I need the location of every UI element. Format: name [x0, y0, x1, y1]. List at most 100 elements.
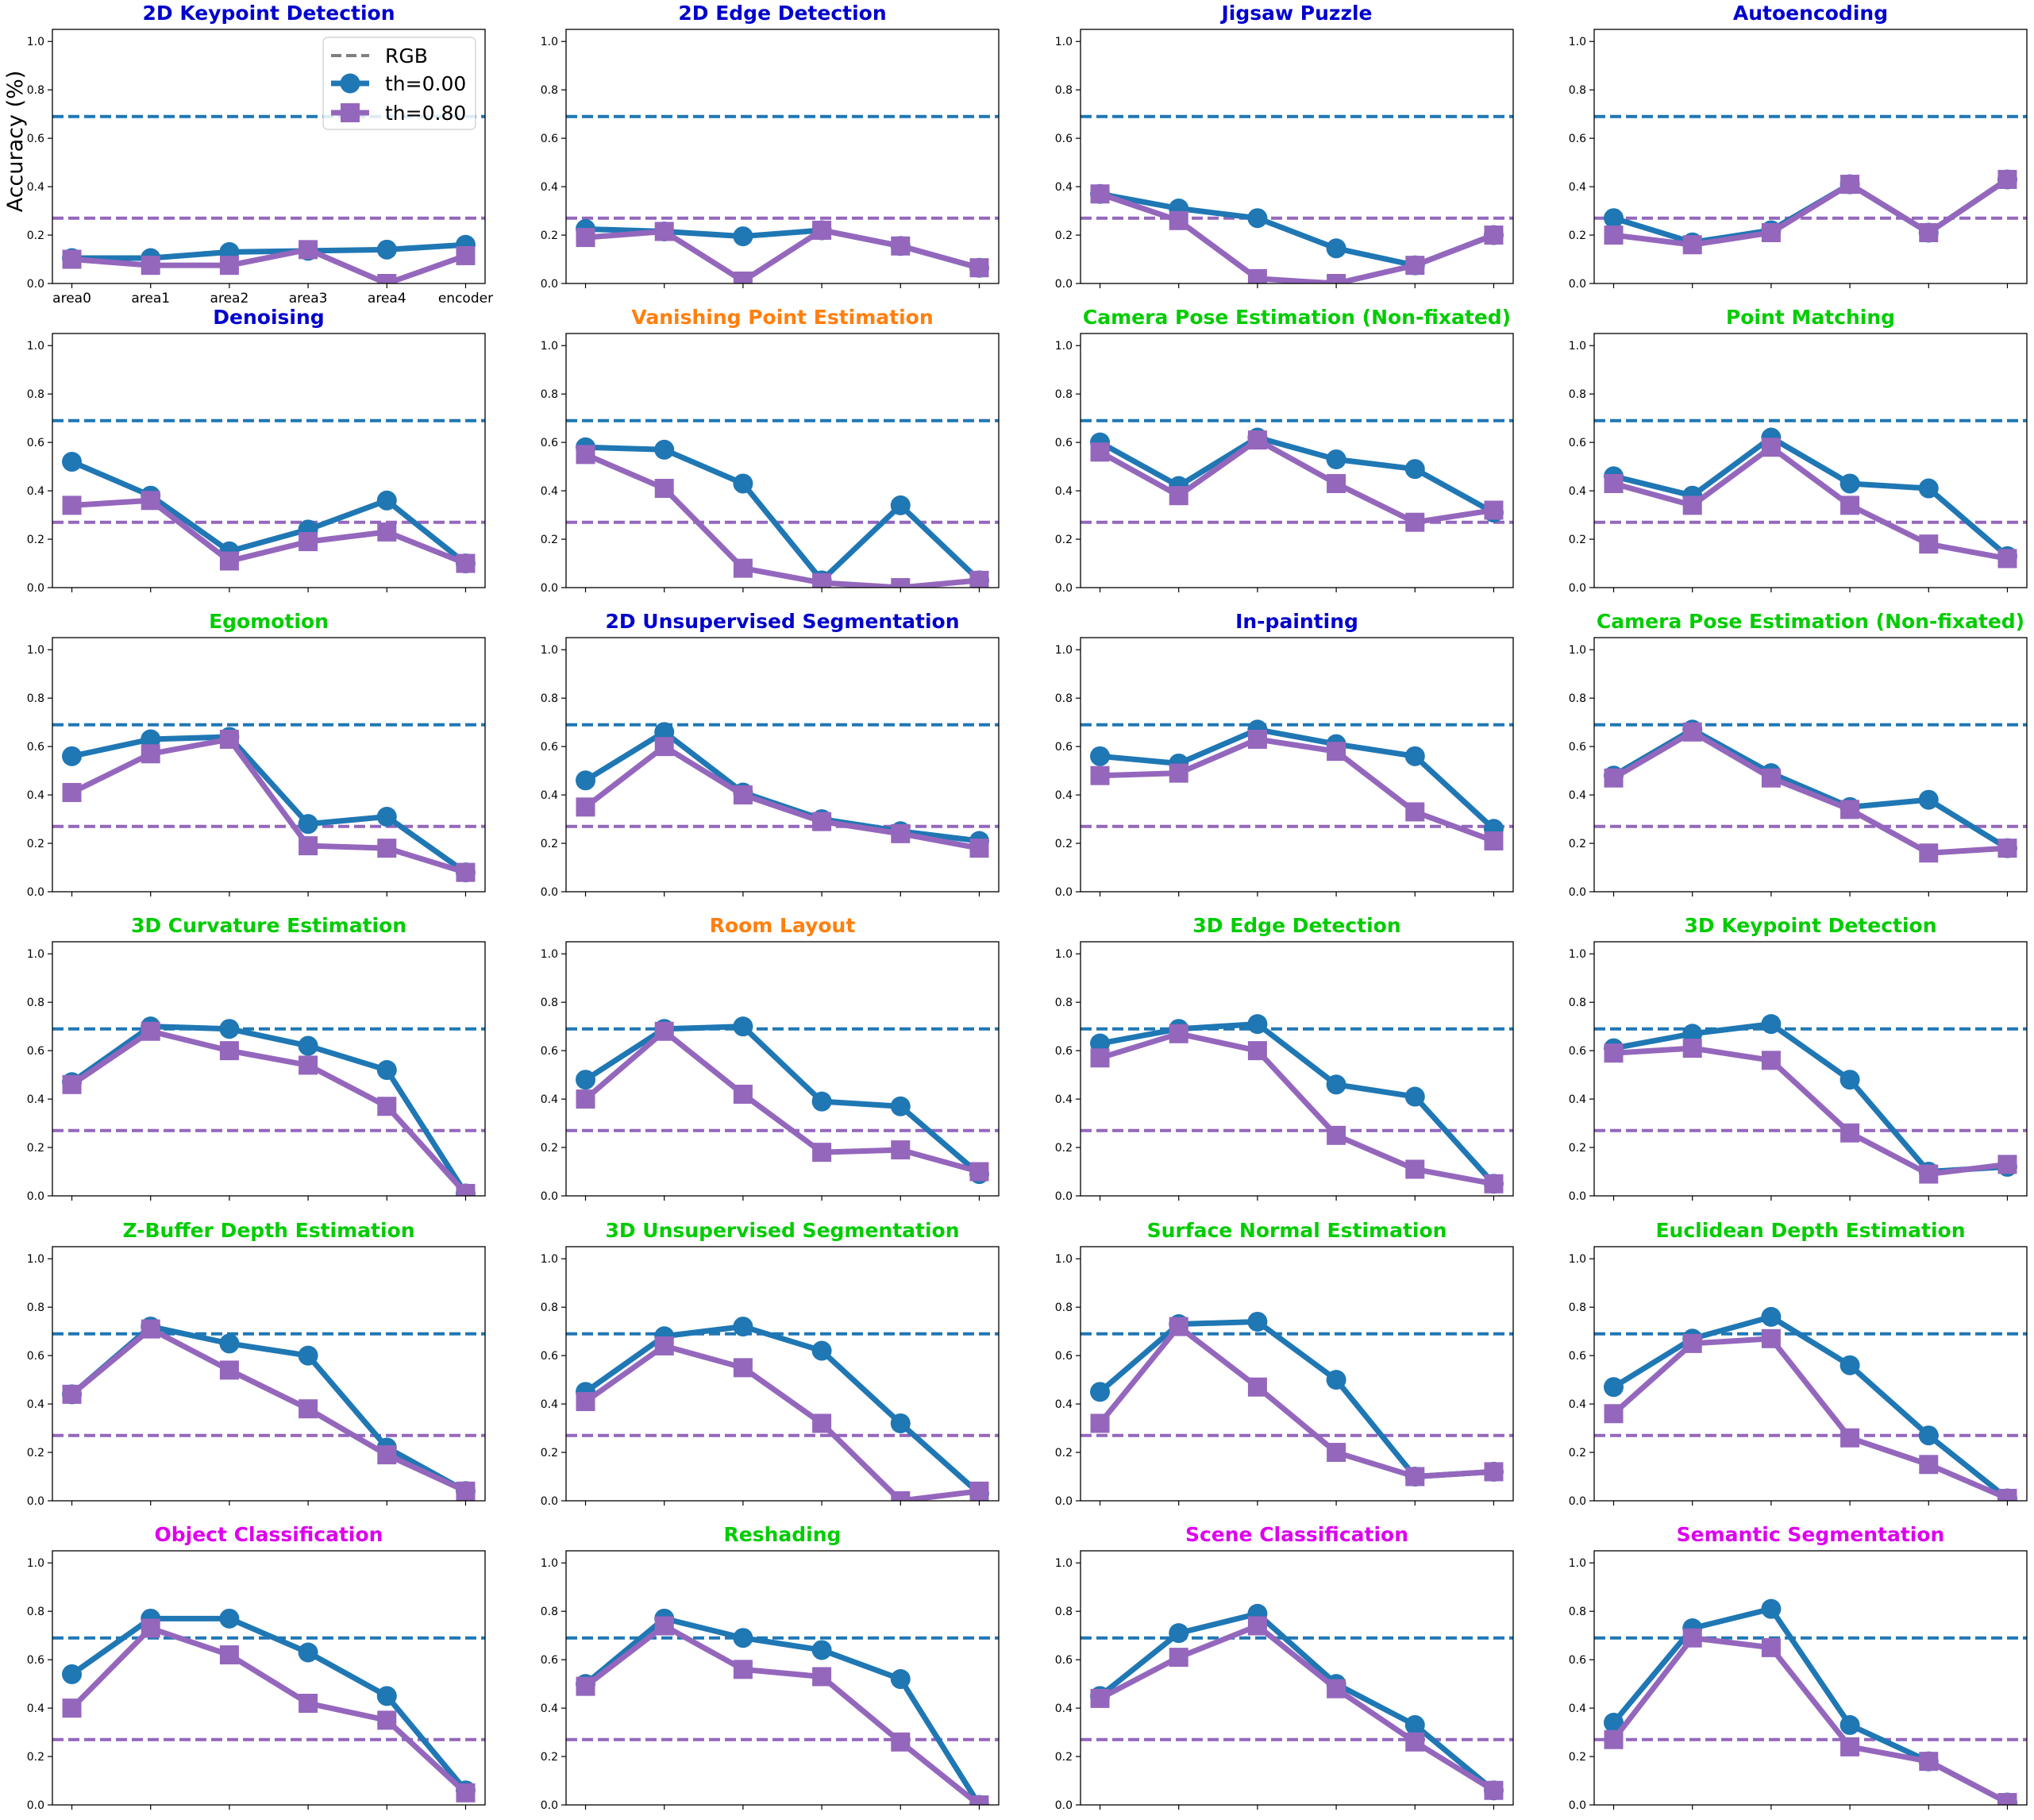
y-tick-label: 1.0	[1055, 948, 1073, 961]
data-point-th000	[219, 1333, 240, 1354]
y-tick-label: 0.2	[1569, 1447, 1586, 1459]
data-point-th000	[376, 1686, 397, 1706]
data-point-th000	[1404, 459, 1425, 480]
y-tick-label: 1.0	[1569, 948, 1586, 961]
data-point-th080	[1090, 184, 1110, 204]
data-point-th000	[1604, 208, 1624, 229]
axes-frame	[565, 29, 1000, 284]
subplot-title: Room Layout	[710, 914, 856, 937]
data-point-th080	[1840, 495, 1860, 515]
subplot-title: 3D Keypoint Detection	[1684, 914, 1936, 937]
data-point-th080	[576, 445, 595, 465]
data-point-th080	[733, 1660, 753, 1679]
subplot-title: Semantic Segmentation	[1677, 1523, 1945, 1546]
data-point-th080	[62, 495, 82, 515]
data-point-th080	[654, 737, 674, 757]
data-point-th000	[1247, 1014, 1268, 1035]
y-tick-label: 0.4	[541, 1093, 558, 1106]
axes-frame	[565, 1246, 1000, 1502]
subplot-21: Object Classification 0.0 0.2 0.4 0.6 0.8 1.0	[27, 1523, 486, 1812]
y-tick-label: 1.0	[1055, 36, 1073, 48]
data-point-th080	[812, 1413, 832, 1433]
data-point-th080	[1761, 438, 1781, 457]
data-point-th000	[62, 1664, 83, 1684]
y-tick-label: 0.6	[1569, 1654, 1586, 1667]
y-tick-label: 0.4	[1569, 789, 1586, 802]
y-axis-label: Accuracy (%)	[3, 71, 28, 213]
data-point-th080	[576, 228, 595, 248]
axes-frame	[52, 333, 486, 588]
data-point-th080	[1761, 223, 1781, 242]
data-point-th080	[733, 1085, 753, 1104]
subplot-20: Euclidean Depth Estimation 0.0 0.2 0.4 0.6 0.…	[1569, 1219, 2028, 1508]
data-point-th080	[299, 1694, 318, 1713]
series-line-th080	[71, 246, 467, 283]
y-tick-label: 0.6	[541, 133, 558, 145]
y-tick-label: 0.4	[1055, 485, 1073, 498]
axes-frame	[52, 941, 486, 1197]
plot-area	[566, 722, 999, 858]
y-tick-label: 0.8	[1569, 1606, 1586, 1618]
series-line-th080	[1613, 177, 2009, 248]
axes-frame	[1080, 1550, 1514, 1806]
y-tick-label: 0.0	[1569, 1799, 1586, 1812]
series-line-th080	[1612, 444, 2009, 561]
y-tick-label: 0.6	[541, 437, 558, 449]
y-tick-label: 0.8	[541, 997, 558, 1009]
data-point-th080	[1090, 765, 1110, 785]
data-point-th080	[891, 578, 911, 588]
y-tick-label: 0.0	[1055, 278, 1073, 291]
data-point-th000	[1404, 746, 1425, 766]
y-tick-label: 1.0	[1055, 1557, 1073, 1570]
subplot-title: 3D Curvature Estimation	[131, 914, 406, 937]
y-tick-label: 0.8	[1055, 997, 1073, 1009]
data-point-th080	[891, 823, 911, 843]
subplot-19: Surface Normal Estimation 0.0 0.2 0.4 0.6 0.8…	[1055, 1219, 1514, 1508]
y-tick-label: 0.2	[1055, 534, 1073, 546]
y-tick-label: 0.6	[541, 741, 558, 754]
data-point-th080	[1484, 831, 1504, 850]
data-point-th000	[1090, 1033, 1111, 1054]
data-point-th000	[733, 1628, 753, 1648]
y-tick-label: 1.0	[27, 1253, 44, 1266]
data-point-th080	[1327, 473, 1346, 493]
data-point-th080	[812, 812, 832, 831]
data-point-th000	[733, 1016, 753, 1037]
series-line-th080	[70, 1326, 467, 1494]
series-line-th080	[1613, 1045, 2008, 1178]
legend-th080-marker	[341, 103, 360, 122]
y-tick-label: 0.6	[27, 1350, 44, 1363]
data-point-th080	[1604, 1404, 1624, 1424]
y-tick-label: 0.4	[27, 1702, 44, 1715]
data-point-th080	[456, 1783, 476, 1803]
x-tick-label: area4	[368, 291, 406, 307]
data-point-th080	[1604, 226, 1624, 245]
plot-area	[1594, 418, 2027, 569]
data-point-th000	[1761, 1014, 1782, 1035]
data-point-th080	[456, 862, 476, 882]
y-tick-label: 0.0	[1569, 1190, 1586, 1203]
y-tick-label: 1.0	[27, 36, 44, 48]
plot-area	[1594, 719, 2027, 863]
data-point-th080	[299, 836, 318, 856]
data-point-th080	[1405, 256, 1425, 276]
axes-frame	[1593, 1550, 2028, 1806]
axes-frame	[52, 29, 486, 284]
subplot-17: Z-Buffer Depth Estimation 0.0 0.2 0.4 0.6 0.8…	[27, 1219, 486, 1508]
y-tick-label: 1.0	[1569, 1253, 1586, 1266]
y-tick-label: 0.6	[1569, 741, 1586, 754]
y-tick-label: 0.0	[541, 278, 558, 291]
y-tick-label: 0.8	[541, 388, 558, 401]
x-tick-label: area3	[289, 291, 328, 307]
data-point-th000	[1169, 1623, 1189, 1644]
data-point-th080	[1761, 1328, 1781, 1348]
data-point-th080	[1169, 1648, 1188, 1668]
data-point-th080	[576, 1676, 595, 1696]
y-tick-label: 0.8	[27, 388, 44, 401]
subplot-title: 3D Edge Detection	[1192, 914, 1400, 937]
data-point-th080	[969, 1481, 989, 1501]
y-tick-label: 0.6	[1055, 437, 1073, 449]
data-point-th080	[1327, 1443, 1346, 1463]
axes-frame	[565, 1550, 1000, 1806]
subplot-5: Denoising 0.0 0.2 0.4 0.6 0.8 1.0	[27, 306, 486, 595]
